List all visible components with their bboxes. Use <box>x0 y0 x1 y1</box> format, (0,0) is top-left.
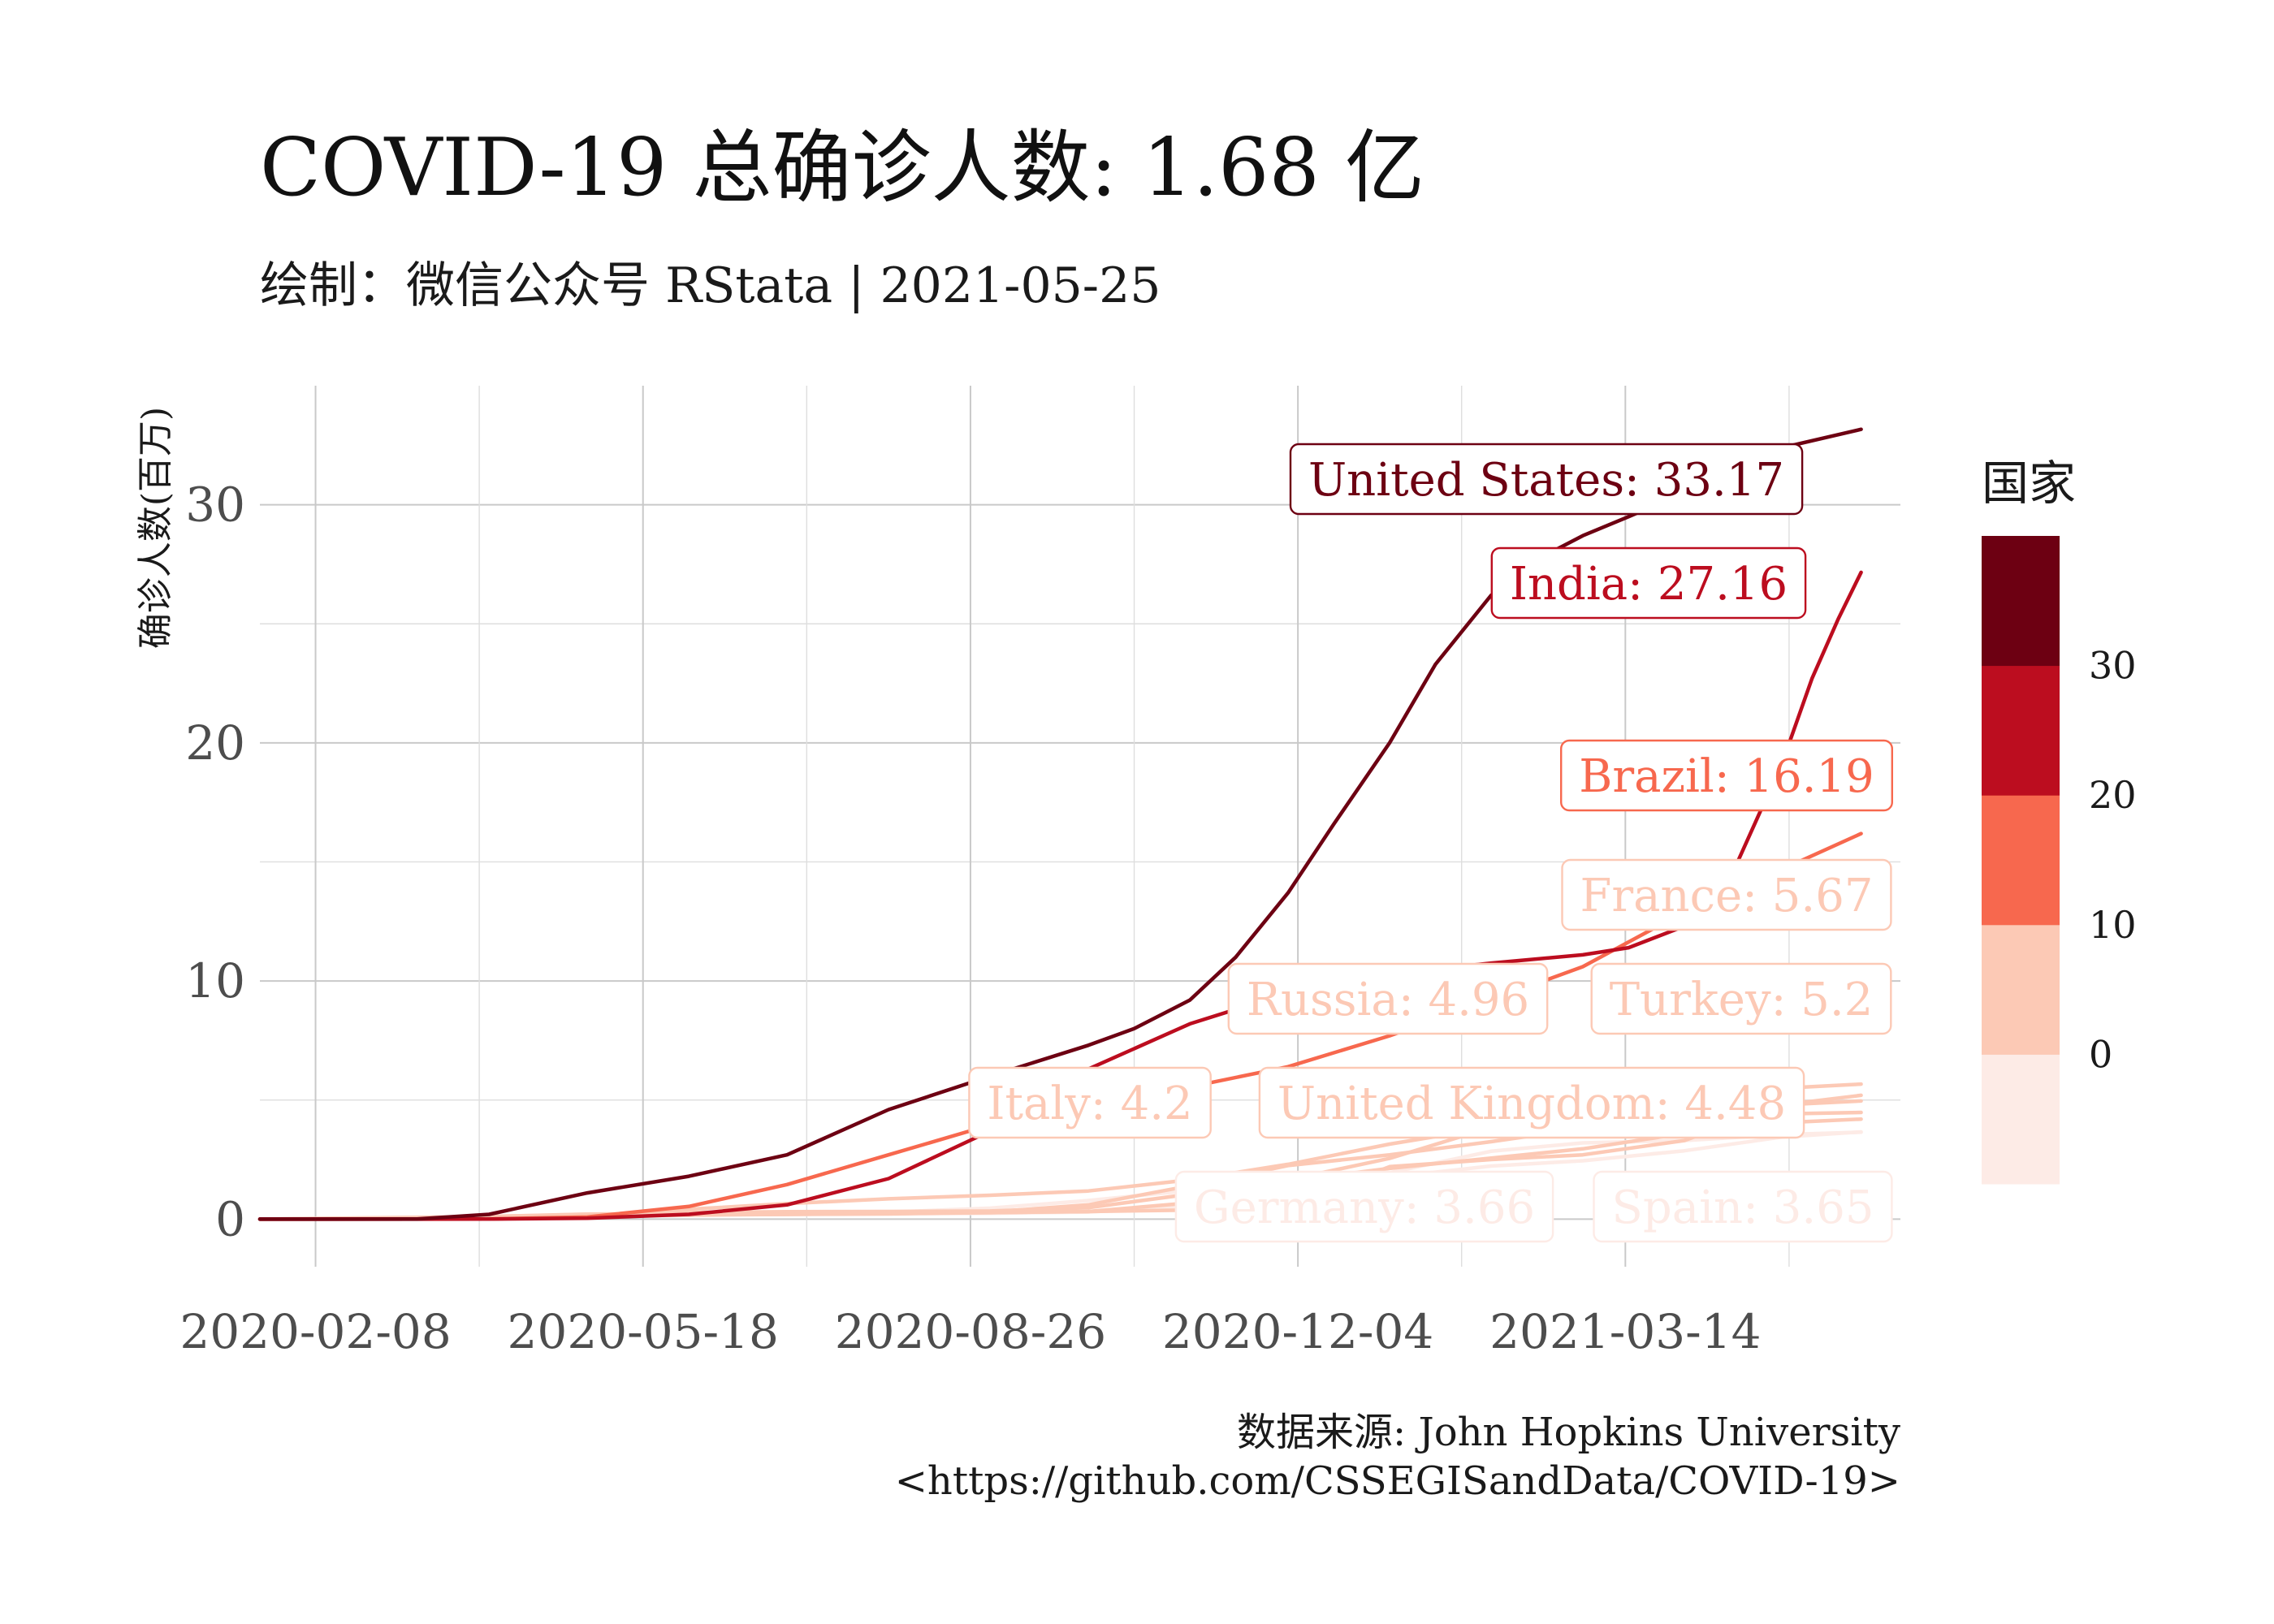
legend-tick-label: 30 <box>2089 644 2137 688</box>
legend-color-step <box>1982 665 2060 796</box>
series-label-turkey: Turkey: 5.2 <box>1590 962 1892 1035</box>
x-tick-label: 2020-08-26 <box>835 1304 1106 1359</box>
series-label-united-states: United States: 33.17 <box>1289 443 1804 516</box>
series-label-italy: Italy: 4.2 <box>968 1066 1212 1139</box>
series-label-germany: Germany: 3.66 <box>1174 1170 1554 1243</box>
legend-tick-label: 20 <box>2089 773 2137 817</box>
series-labels: United States: 33.17 India: 27.16 Brazil: … <box>968 443 1893 1243</box>
series-label-box <box>1561 858 1892 931</box>
series-label-box <box>1227 962 1549 1035</box>
legend-title: 国家 <box>1982 456 2076 511</box>
legend-tick-label: 10 <box>2089 903 2137 947</box>
legend-color-step <box>1982 924 2060 1055</box>
series-label-text: Germany: 3.66 <box>1194 1181 1535 1234</box>
legend-color-step <box>1982 795 2060 926</box>
legend-tick-label: 0 <box>2089 1032 2112 1076</box>
x-tick-label: 2020-02-08 <box>179 1304 451 1359</box>
series-label-box <box>1289 443 1804 516</box>
series-label-text: Russia: 4.96 <box>1247 974 1529 1026</box>
axis-tick-labels: 0 10 20 30 2020-02-08 2020-05-18 2020-08-26 202… <box>179 477 1761 1359</box>
series-label-text: Turkey: 5.2 <box>1610 974 1874 1026</box>
series-label-box <box>968 1066 1212 1139</box>
series-label-text: Brazil: 16.19 <box>1579 750 1874 803</box>
y-tick-label: 30 <box>185 477 245 533</box>
series-label-box <box>1490 546 1807 620</box>
chart-title: COVID-19 总确诊人数: 1.68 亿 <box>260 122 1424 214</box>
series-label-text: United States: 33.17 <box>1308 454 1784 507</box>
series-label-text: United Kingdom: 4.48 <box>1278 1078 1786 1130</box>
series-label-text: Spain: 3.65 <box>1612 1181 1874 1234</box>
series-label-text: Italy: 4.2 <box>987 1078 1192 1130</box>
legend-color-step <box>1982 536 2060 667</box>
series-label-united-kingdom: United Kingdom: 4.48 <box>1258 1066 1805 1139</box>
series-label-box <box>1590 962 1892 1035</box>
series-label-france: France: 5.67 <box>1561 858 1892 931</box>
series-label-box <box>1174 1170 1554 1243</box>
legend-color-step <box>1982 1054 2060 1185</box>
legend: 国家 0 10 20 30 <box>1982 456 2137 1185</box>
series-label-brazil: Brazil: 16.19 <box>1559 739 1893 812</box>
chart-subtitle: 绘制：微信公众号 RStata | 2021-05-25 <box>260 257 1161 314</box>
caption-source: 数据来源: John Hopkins University <box>1237 1410 1900 1455</box>
y-tick-label: 0 <box>215 1191 245 1246</box>
y-axis-label: 确诊人数(百万) <box>135 407 176 649</box>
series-label-india: India: 27.16 <box>1490 546 1807 620</box>
caption-url: <https://github.com/CSSEGISandData/COVID… <box>895 1458 1900 1504</box>
y-tick-label: 20 <box>185 715 245 771</box>
x-tick-label: 2021-03-14 <box>1489 1304 1761 1359</box>
series-label-text: India: 27.16 <box>1510 558 1788 611</box>
series-label-russia: Russia: 4.96 <box>1227 962 1549 1035</box>
series-label-box <box>1258 1066 1805 1139</box>
series-label-spain: Spain: 3.65 <box>1593 1170 1893 1243</box>
series-label-box <box>1593 1170 1893 1243</box>
y-tick-label: 10 <box>185 953 245 1009</box>
x-tick-label: 2020-12-04 <box>1162 1304 1433 1359</box>
x-tick-label: 2020-05-18 <box>508 1304 779 1359</box>
plot-grid <box>260 386 1900 1267</box>
series-label-text: France: 5.67 <box>1580 870 1874 922</box>
series-label-box <box>1559 739 1893 812</box>
